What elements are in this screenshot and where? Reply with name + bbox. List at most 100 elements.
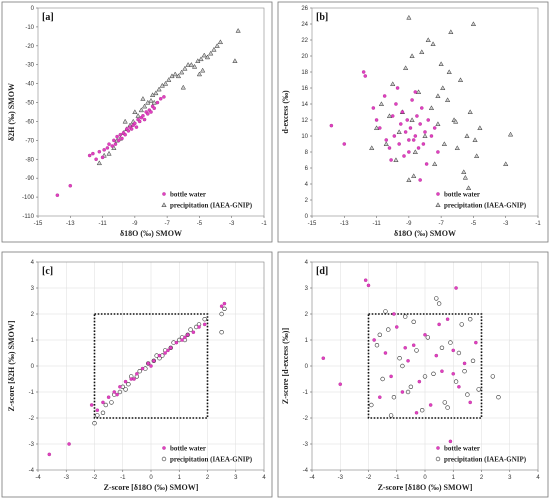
data-point	[392, 134, 397, 138]
data-point	[402, 154, 406, 158]
data-point	[135, 372, 139, 376]
series-bottle-water	[55, 95, 166, 197]
data-point	[100, 155, 105, 160]
data-point	[448, 340, 453, 345]
x-axis-label: Z-score [δ18O (‰) SMOW]	[104, 483, 199, 492]
legend: bottle water precipitation (IAEA-GNIP)	[161, 445, 253, 464]
y-tick-label: 20	[301, 54, 308, 60]
data-point	[134, 125, 139, 129]
y-tick-label: 1	[305, 338, 309, 344]
y-tick-label: -4	[29, 468, 35, 474]
data-point	[191, 63, 198, 69]
data-point	[140, 96, 146, 101]
data-point	[132, 377, 136, 381]
data-point	[222, 301, 227, 306]
y-tick-label: -2	[303, 416, 309, 422]
data-point	[361, 70, 366, 74]
data-point	[446, 69, 452, 75]
data-point	[437, 322, 441, 327]
data-point	[457, 385, 461, 389]
data-point	[453, 118, 459, 124]
y-tick-label: 4	[31, 260, 35, 266]
data-point	[413, 90, 418, 94]
data-point	[470, 21, 477, 27]
data-point	[145, 361, 151, 366]
data-point	[182, 65, 188, 71]
data-point	[102, 148, 106, 152]
data-point	[112, 390, 117, 394]
data-point	[406, 14, 412, 20]
data-point	[129, 127, 134, 131]
x-tick-label: 1	[452, 475, 456, 481]
data-point	[429, 134, 434, 138]
x-tick-label: -1	[120, 475, 126, 481]
data-point	[412, 149, 418, 155]
data-point	[403, 314, 408, 319]
data-point	[384, 138, 389, 142]
data-point	[201, 52, 207, 58]
y-tick-label: 2	[305, 312, 309, 318]
data-point	[386, 113, 393, 119]
data-point	[123, 379, 128, 384]
data-point	[408, 126, 413, 130]
data-point	[151, 358, 157, 363]
data-point	[377, 332, 382, 337]
data-point	[373, 125, 380, 131]
data-point	[137, 119, 142, 124]
data-point	[462, 369, 467, 374]
panel-letter: [d]	[316, 266, 328, 277]
y-tick-label: 1	[31, 338, 35, 344]
x-tick-label: -11	[372, 221, 381, 227]
data-point	[428, 105, 435, 111]
data-point	[405, 118, 409, 122]
panel-letter: [b]	[316, 12, 328, 23]
data-point	[442, 400, 447, 405]
x-tick-label: -13	[340, 221, 349, 227]
chart-panel-3: -4 -3 -2 -1 0 1 2 3 4 -4 -3 -2 -1 0 1 2 3 4 Z-score [δ18O …	[1, 251, 273, 498]
data-point	[383, 309, 388, 314]
data-point	[439, 345, 445, 350]
series-precipitation	[96, 27, 241, 166]
x-tick-label: -15	[308, 221, 317, 227]
legend-marker	[162, 192, 166, 196]
data-point	[441, 141, 447, 147]
data-point	[92, 421, 97, 426]
x-tick-label: -3	[338, 475, 344, 481]
y-tick-label: -2	[29, 416, 35, 422]
data-point	[94, 157, 98, 162]
data-point	[383, 351, 388, 355]
data-point	[430, 41, 436, 47]
y-tick-label: 24	[301, 22, 308, 28]
data-point	[118, 385, 122, 389]
data-point	[135, 113, 141, 118]
data-point	[172, 71, 178, 77]
y-tick-label: -3	[303, 442, 309, 448]
data-point	[106, 150, 112, 156]
data-point	[419, 49, 425, 55]
y-tick-label: 14	[301, 102, 308, 108]
data-point	[91, 151, 95, 156]
data-point	[118, 132, 123, 137]
y-tick-label: -20	[25, 44, 34, 50]
data-point	[474, 340, 478, 345]
data-point	[219, 311, 224, 317]
data-point	[445, 317, 450, 321]
data-point	[503, 161, 509, 167]
data-point	[188, 327, 193, 332]
data-point	[393, 157, 399, 163]
data-point	[459, 322, 464, 327]
data-point	[403, 346, 407, 350]
x-tick-label: 1	[178, 475, 182, 481]
y-axis-label: Z-score [δ2H (‰) SMOW]	[7, 320, 16, 411]
data-point	[400, 110, 405, 114]
data-point	[454, 145, 460, 151]
data-point	[179, 69, 185, 75]
y-tick-label: 4	[305, 260, 309, 266]
y-tick-label: 0	[31, 6, 35, 12]
data-point	[363, 74, 368, 78]
data-point	[103, 402, 109, 408]
data-point	[146, 361, 150, 366]
data-point	[166, 77, 172, 82]
data-point	[410, 98, 414, 102]
